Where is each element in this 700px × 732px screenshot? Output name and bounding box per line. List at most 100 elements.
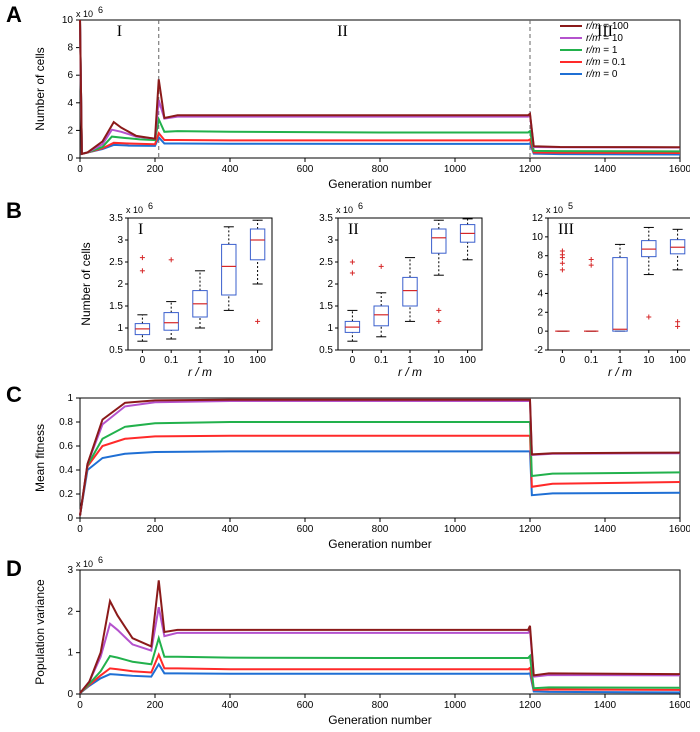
svg-text:400: 400	[222, 164, 239, 175]
svg-text:0: 0	[77, 524, 83, 535]
svg-text:10: 10	[532, 232, 544, 243]
svg-text:800: 800	[372, 524, 389, 535]
svg-text:800: 800	[372, 700, 389, 711]
svg-text:6: 6	[98, 6, 103, 15]
svg-text:x 10: x 10	[336, 205, 353, 215]
svg-text:x 10: x 10	[126, 205, 143, 215]
svg-text:x 10: x 10	[76, 559, 93, 569]
svg-text:400: 400	[222, 524, 239, 535]
svg-text:600: 600	[297, 524, 314, 535]
svg-text:10: 10	[223, 355, 235, 366]
svg-text:-2: -2	[534, 345, 543, 356]
svg-text:1400: 1400	[594, 524, 617, 535]
svg-text:4: 4	[537, 288, 543, 299]
svg-text:0.8: 0.8	[59, 417, 73, 428]
svg-text:Population variance: Population variance	[33, 579, 47, 685]
svg-text:0: 0	[67, 689, 73, 700]
svg-text:0: 0	[67, 513, 73, 524]
svg-text:0.1: 0.1	[374, 355, 388, 366]
panel-label-c: C	[6, 382, 22, 408]
panel-b-svg: 0.511.522.533.500.1110100r / mNumber of …	[30, 200, 690, 380]
svg-text:0: 0	[67, 153, 73, 164]
svg-text:3.5: 3.5	[109, 213, 123, 224]
svg-text:5: 5	[568, 201, 573, 211]
svg-text:1.5: 1.5	[109, 301, 123, 312]
svg-text:8: 8	[537, 251, 543, 262]
svg-text:Generation number: Generation number	[328, 537, 431, 551]
svg-text:0: 0	[350, 355, 356, 366]
svg-text:Generation number: Generation number	[328, 177, 431, 191]
panel-label-a: A	[6, 2, 22, 28]
svg-text:1400: 1400	[594, 700, 617, 711]
svg-text:100: 100	[669, 355, 686, 366]
svg-text:10: 10	[643, 355, 655, 366]
svg-text:100: 100	[249, 355, 266, 366]
panel-label-b: B	[6, 198, 22, 224]
svg-text:r / m: r / m	[608, 365, 632, 379]
svg-text:r/m = 10: r/m = 10	[586, 33, 623, 44]
svg-text:4: 4	[67, 98, 73, 109]
svg-text:10: 10	[62, 15, 74, 26]
svg-text:1600: 1600	[669, 524, 690, 535]
svg-text:II: II	[337, 23, 348, 40]
svg-text:1: 1	[67, 648, 73, 659]
svg-text:Number of cells: Number of cells	[79, 242, 93, 325]
svg-text:1200: 1200	[519, 524, 542, 535]
panel-label-d: D	[6, 556, 22, 582]
svg-text:r / m: r / m	[188, 365, 212, 379]
svg-text:r / m: r / m	[398, 365, 422, 379]
svg-text:r/m = 0.1: r/m = 0.1	[586, 57, 626, 68]
svg-text:1: 1	[117, 323, 123, 334]
panel-c: 0200400600800100012001400160000.20.40.60…	[30, 384, 690, 552]
svg-text:0: 0	[77, 164, 83, 175]
panel-a: 020040060080010001200140016000246810Gene…	[30, 6, 690, 192]
svg-text:0: 0	[140, 355, 146, 366]
svg-text:1600: 1600	[669, 700, 690, 711]
svg-text:600: 600	[297, 700, 314, 711]
svg-text:Number of cells: Number of cells	[33, 47, 47, 130]
svg-text:2.5: 2.5	[109, 257, 123, 268]
svg-text:10: 10	[433, 355, 445, 366]
svg-text:0.1: 0.1	[584, 355, 598, 366]
svg-text:0.6: 0.6	[59, 441, 73, 452]
svg-text:600: 600	[297, 164, 314, 175]
panel-b: 0.511.522.533.500.1110100r / mNumber of …	[30, 200, 690, 380]
svg-text:6: 6	[358, 201, 363, 211]
svg-text:1200: 1200	[519, 700, 542, 711]
svg-text:3: 3	[327, 235, 333, 246]
svg-text:1: 1	[327, 323, 333, 334]
svg-text:II: II	[348, 221, 359, 238]
svg-text:6: 6	[98, 556, 103, 565]
svg-text:I: I	[117, 23, 122, 40]
svg-text:0: 0	[560, 355, 566, 366]
svg-text:1000: 1000	[444, 164, 467, 175]
svg-text:100: 100	[459, 355, 476, 366]
svg-text:Mean fitness: Mean fitness	[33, 424, 47, 492]
svg-text:1600: 1600	[669, 164, 690, 175]
svg-text:12: 12	[532, 213, 544, 224]
svg-text:Generation number: Generation number	[328, 713, 431, 727]
svg-text:6: 6	[148, 201, 153, 211]
svg-text:III: III	[558, 221, 574, 238]
svg-text:2: 2	[67, 125, 73, 136]
svg-text:3: 3	[67, 565, 73, 576]
svg-text:6: 6	[537, 270, 543, 281]
svg-text:200: 200	[147, 164, 164, 175]
svg-text:400: 400	[222, 700, 239, 711]
svg-text:1: 1	[67, 393, 73, 404]
svg-text:800: 800	[372, 164, 389, 175]
svg-text:r/m = 1: r/m = 1	[586, 45, 618, 56]
svg-text:x 10: x 10	[76, 9, 93, 19]
svg-text:0.5: 0.5	[109, 345, 123, 356]
svg-text:3.5: 3.5	[319, 213, 333, 224]
svg-text:0.5: 0.5	[319, 345, 333, 356]
svg-text:6: 6	[67, 70, 73, 81]
svg-text:200: 200	[147, 700, 164, 711]
svg-text:0: 0	[77, 700, 83, 711]
panel-c-svg: 0200400600800100012001400160000.20.40.60…	[30, 384, 690, 552]
svg-text:0.2: 0.2	[59, 489, 73, 500]
panel-a-svg: 020040060080010001200140016000246810Gene…	[30, 6, 690, 192]
svg-text:0: 0	[537, 326, 543, 337]
svg-text:1000: 1000	[444, 700, 467, 711]
svg-text:r/m = 0: r/m = 0	[586, 69, 618, 80]
